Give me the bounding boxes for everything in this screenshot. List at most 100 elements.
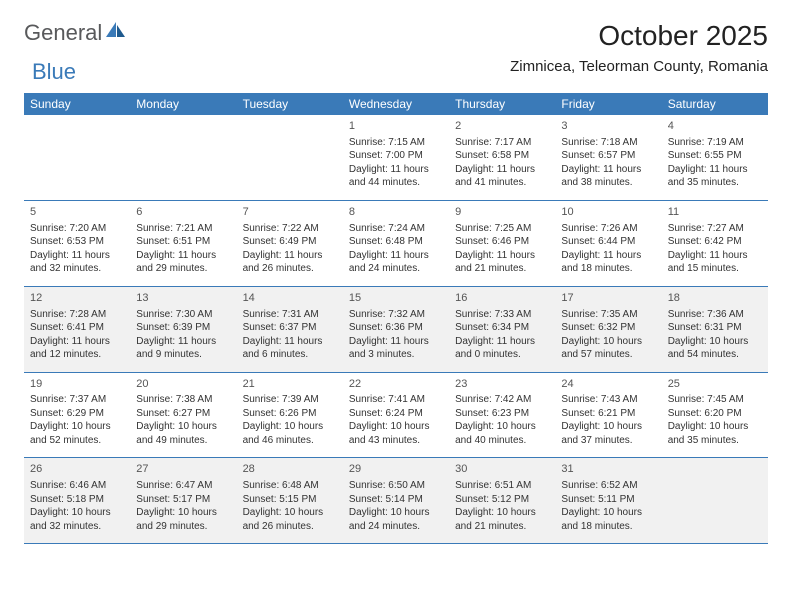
logo-text-general: General: [24, 20, 102, 46]
day-number: 24: [561, 377, 655, 392]
day-header: Tuesday: [237, 93, 343, 115]
calendar-cell: 8Sunrise: 7:24 AMSunset: 6:48 PMDaylight…: [343, 200, 449, 286]
sunset-text: Sunset: 6:58 PM: [455, 149, 549, 163]
sunset-text: Sunset: 6:23 PM: [455, 407, 549, 421]
day-number: 27: [136, 462, 230, 477]
day1-text: Daylight: 11 hours: [243, 335, 337, 349]
sunset-text: Sunset: 6:34 PM: [455, 321, 549, 335]
calendar-cell: 23Sunrise: 7:42 AMSunset: 6:23 PMDayligh…: [449, 372, 555, 458]
day2-text: and 38 minutes.: [561, 176, 655, 190]
sunrise-text: Sunrise: 6:48 AM: [243, 479, 337, 493]
calendar-cell: 5Sunrise: 7:20 AMSunset: 6:53 PMDaylight…: [24, 200, 130, 286]
day-header-row: Sunday Monday Tuesday Wednesday Thursday…: [24, 93, 768, 115]
day2-text: and 6 minutes.: [243, 348, 337, 362]
calendar-cell: 9Sunrise: 7:25 AMSunset: 6:46 PMDaylight…: [449, 200, 555, 286]
day-number: 18: [668, 291, 762, 306]
day2-text: and 18 minutes.: [561, 262, 655, 276]
day-number: 1: [349, 119, 443, 134]
sunrise-text: Sunrise: 7:15 AM: [349, 136, 443, 150]
day2-text: and 40 minutes.: [455, 434, 549, 448]
calendar-week-row: 12Sunrise: 7:28 AMSunset: 6:41 PMDayligh…: [24, 286, 768, 372]
calendar-cell: 19Sunrise: 7:37 AMSunset: 6:29 PMDayligh…: [24, 372, 130, 458]
calendar-cell: 15Sunrise: 7:32 AMSunset: 6:36 PMDayligh…: [343, 286, 449, 372]
day-number: 5: [30, 205, 124, 220]
day-number: 22: [349, 377, 443, 392]
day-number: 28: [243, 462, 337, 477]
calendar-cell: 2Sunrise: 7:17 AMSunset: 6:58 PMDaylight…: [449, 115, 555, 200]
day2-text: and 35 minutes.: [668, 434, 762, 448]
day2-text: and 46 minutes.: [243, 434, 337, 448]
sunrise-text: Sunrise: 7:35 AM: [561, 308, 655, 322]
calendar-cell: 11Sunrise: 7:27 AMSunset: 6:42 PMDayligh…: [662, 200, 768, 286]
day1-text: Daylight: 10 hours: [561, 506, 655, 520]
sunset-text: Sunset: 5:11 PM: [561, 493, 655, 507]
sunrise-text: Sunrise: 7:27 AM: [668, 222, 762, 236]
sunrise-text: Sunrise: 7:37 AM: [30, 393, 124, 407]
calendar-cell: 16Sunrise: 7:33 AMSunset: 6:34 PMDayligh…: [449, 286, 555, 372]
day1-text: Daylight: 10 hours: [455, 420, 549, 434]
day-number: 10: [561, 205, 655, 220]
sunset-text: Sunset: 5:12 PM: [455, 493, 549, 507]
sunset-text: Sunset: 6:41 PM: [30, 321, 124, 335]
sunrise-text: Sunrise: 6:51 AM: [455, 479, 549, 493]
day1-text: Daylight: 10 hours: [136, 420, 230, 434]
day-number: 7: [243, 205, 337, 220]
day-header: Saturday: [662, 93, 768, 115]
calendar-cell: 13Sunrise: 7:30 AMSunset: 6:39 PMDayligh…: [130, 286, 236, 372]
day2-text: and 21 minutes.: [455, 520, 549, 534]
day2-text: and 57 minutes.: [561, 348, 655, 362]
calendar-cell: 22Sunrise: 7:41 AMSunset: 6:24 PMDayligh…: [343, 372, 449, 458]
day1-text: Daylight: 11 hours: [668, 249, 762, 263]
day-number: 3: [561, 119, 655, 134]
day1-text: Daylight: 10 hours: [243, 420, 337, 434]
calendar-cell: 31 Sunrise: 6:52 AMSunset: 5:11 PMDayligh…: [555, 458, 661, 544]
day1-text: Daylight: 11 hours: [349, 163, 443, 177]
calendar-week-row: 5Sunrise: 7:20 AMSunset: 6:53 PMDaylight…: [24, 200, 768, 286]
calendar-cell: [24, 115, 130, 200]
day2-text: and 32 minutes.: [30, 520, 124, 534]
day2-text: and 41 minutes.: [455, 176, 549, 190]
day2-text: and 15 minutes.: [668, 262, 762, 276]
day2-text: and 26 minutes.: [243, 262, 337, 276]
sunrise-text: Sunrise: 7:42 AM: [455, 393, 549, 407]
day2-text: and 29 minutes.: [136, 520, 230, 534]
day1-text: Daylight: 10 hours: [243, 506, 337, 520]
day2-text: and 52 minutes.: [30, 434, 124, 448]
day-number: 20: [136, 377, 230, 392]
calendar-cell: 26Sunrise: 6:46 AMSunset: 5:18 PMDayligh…: [24, 458, 130, 544]
sunrise-text: Sunrise: 7:22 AM: [243, 222, 337, 236]
day2-text: and 24 minutes.: [349, 262, 443, 276]
day1-text: Daylight: 11 hours: [349, 335, 443, 349]
day1-text: Daylight: 10 hours: [349, 420, 443, 434]
day1-text: Daylight: 10 hours: [455, 506, 549, 520]
day1-text: Daylight: 10 hours: [561, 335, 655, 349]
sunrise-text: Sunrise: 6:46 AM: [30, 479, 124, 493]
day1-text: Daylight: 11 hours: [668, 163, 762, 177]
calendar-cell: 4Sunrise: 7:19 AMSunset: 6:55 PMDaylight…: [662, 115, 768, 200]
day1-text: Daylight: 11 hours: [136, 335, 230, 349]
day1-text: Daylight: 11 hours: [455, 249, 549, 263]
sunrise-text: Sunrise: 6:52 AM: [561, 479, 655, 493]
calendar-cell: 20Sunrise: 7:38 AMSunset: 6:27 PMDayligh…: [130, 372, 236, 458]
day-number: 29: [349, 462, 443, 477]
day-number: 31: [561, 462, 655, 477]
day2-text: and 9 minutes.: [136, 348, 230, 362]
calendar-week-row: 19Sunrise: 7:37 AMSunset: 6:29 PMDayligh…: [24, 372, 768, 458]
sunset-text: Sunset: 6:57 PM: [561, 149, 655, 163]
day2-text: and 54 minutes.: [668, 348, 762, 362]
day2-text: and 29 minutes.: [136, 262, 230, 276]
day-header: Wednesday: [343, 93, 449, 115]
sunrise-text: Sunrise: 7:18 AM: [561, 136, 655, 150]
sunrise-text: Sunrise: 7:26 AM: [561, 222, 655, 236]
day1-text: Daylight: 11 hours: [561, 163, 655, 177]
day1-text: Daylight: 11 hours: [243, 249, 337, 263]
sunset-text: Sunset: 6:46 PM: [455, 235, 549, 249]
calendar-cell: 3 Sunrise: 7:18 AMSunset: 6:57 PMDaylight…: [555, 115, 661, 200]
day1-text: Daylight: 10 hours: [136, 506, 230, 520]
day1-text: Daylight: 10 hours: [668, 335, 762, 349]
sunset-text: Sunset: 5:15 PM: [243, 493, 337, 507]
day2-text: and 18 minutes.: [561, 520, 655, 534]
day-number: 21: [243, 377, 337, 392]
sunset-text: Sunset: 6:20 PM: [668, 407, 762, 421]
sunset-text: Sunset: 6:55 PM: [668, 149, 762, 163]
